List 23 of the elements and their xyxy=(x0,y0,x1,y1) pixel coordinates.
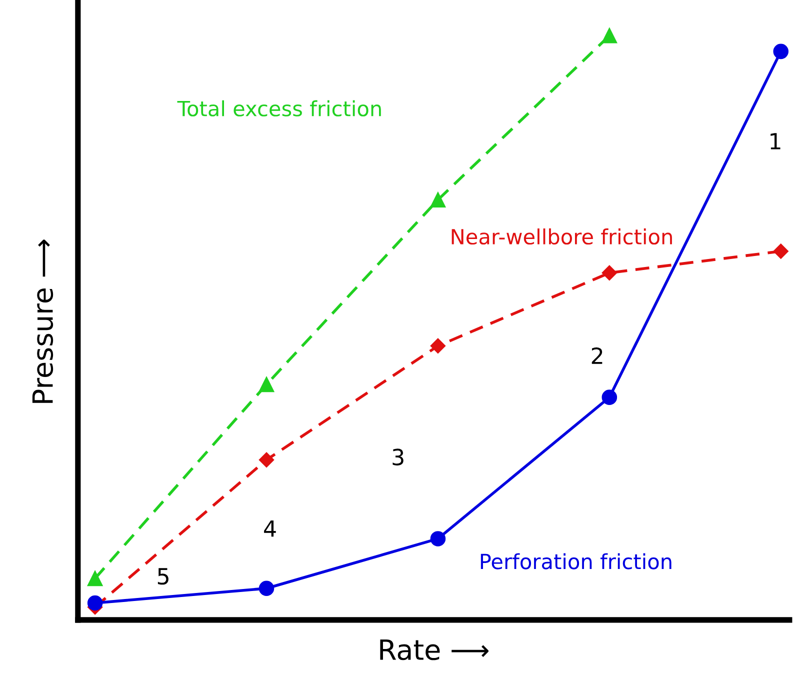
point xyxy=(258,580,274,596)
point xyxy=(87,595,103,611)
point xyxy=(602,28,618,44)
annotation: 4 xyxy=(264,520,276,537)
point xyxy=(430,338,446,354)
annotation: 1 xyxy=(770,133,780,150)
annotation: 5 xyxy=(158,568,168,585)
point xyxy=(258,376,274,392)
point xyxy=(87,570,103,586)
point xyxy=(430,192,446,208)
series-label: Near-wellbore friction xyxy=(452,228,672,245)
point xyxy=(773,44,788,60)
text: Total excess friction xyxy=(177,100,381,116)
point xyxy=(430,531,446,546)
x-axis-title: Rate ⟶ xyxy=(380,640,488,660)
point xyxy=(258,452,274,468)
point xyxy=(602,390,618,405)
point xyxy=(602,265,617,280)
annotation: 3 xyxy=(392,448,404,466)
y-axis-title: Pressure ⟶ xyxy=(32,240,54,403)
series-label: Perforation friction xyxy=(480,553,672,570)
point xyxy=(773,244,788,259)
annotation: 2 xyxy=(592,347,602,364)
